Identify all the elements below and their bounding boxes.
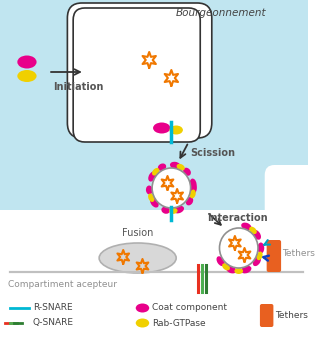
Text: Q-SNARE: Q-SNARE bbox=[33, 319, 74, 328]
Ellipse shape bbox=[226, 266, 236, 273]
Ellipse shape bbox=[183, 168, 191, 176]
Ellipse shape bbox=[190, 182, 197, 193]
Ellipse shape bbox=[253, 230, 261, 240]
Text: Tethers: Tethers bbox=[282, 248, 315, 258]
Ellipse shape bbox=[241, 266, 252, 273]
Ellipse shape bbox=[222, 263, 230, 270]
Text: Scission: Scission bbox=[191, 148, 236, 158]
Ellipse shape bbox=[148, 172, 156, 181]
Ellipse shape bbox=[136, 304, 149, 312]
Ellipse shape bbox=[186, 197, 193, 205]
Text: Coat component: Coat component bbox=[152, 304, 227, 312]
Ellipse shape bbox=[153, 122, 170, 133]
FancyBboxPatch shape bbox=[73, 8, 200, 142]
Ellipse shape bbox=[169, 126, 183, 134]
Ellipse shape bbox=[152, 168, 159, 176]
Ellipse shape bbox=[150, 198, 159, 208]
Ellipse shape bbox=[177, 164, 185, 170]
Ellipse shape bbox=[169, 208, 178, 214]
Ellipse shape bbox=[161, 206, 170, 214]
Circle shape bbox=[220, 228, 258, 268]
Ellipse shape bbox=[158, 164, 166, 171]
Circle shape bbox=[152, 168, 191, 208]
Text: Rab-GTPase: Rab-GTPase bbox=[152, 319, 206, 328]
Text: Interaction: Interaction bbox=[207, 213, 268, 223]
Ellipse shape bbox=[256, 251, 263, 260]
Text: R-SNARE: R-SNARE bbox=[33, 304, 72, 312]
Ellipse shape bbox=[258, 243, 264, 253]
Ellipse shape bbox=[235, 268, 243, 274]
Ellipse shape bbox=[241, 223, 252, 230]
Text: Compartiment acepteur: Compartiment acepteur bbox=[8, 280, 117, 289]
Ellipse shape bbox=[190, 179, 196, 189]
Ellipse shape bbox=[136, 319, 149, 328]
Ellipse shape bbox=[146, 186, 153, 194]
Ellipse shape bbox=[17, 56, 36, 69]
Ellipse shape bbox=[17, 70, 36, 82]
Text: Bourgeonnement: Bourgeonnement bbox=[176, 8, 267, 18]
Ellipse shape bbox=[174, 206, 184, 213]
FancyBboxPatch shape bbox=[0, 0, 308, 210]
FancyBboxPatch shape bbox=[265, 165, 318, 220]
Ellipse shape bbox=[148, 193, 155, 202]
Text: Fusion: Fusion bbox=[122, 228, 153, 238]
Text: Tethers: Tethers bbox=[275, 311, 308, 320]
FancyBboxPatch shape bbox=[68, 3, 212, 138]
Ellipse shape bbox=[99, 243, 176, 273]
Ellipse shape bbox=[249, 227, 257, 234]
FancyBboxPatch shape bbox=[260, 304, 273, 327]
Ellipse shape bbox=[253, 256, 261, 266]
Ellipse shape bbox=[217, 256, 225, 266]
FancyBboxPatch shape bbox=[0, 210, 308, 343]
Ellipse shape bbox=[170, 162, 180, 169]
FancyBboxPatch shape bbox=[267, 240, 281, 272]
Text: Initiation: Initiation bbox=[53, 82, 103, 92]
Ellipse shape bbox=[190, 190, 196, 198]
